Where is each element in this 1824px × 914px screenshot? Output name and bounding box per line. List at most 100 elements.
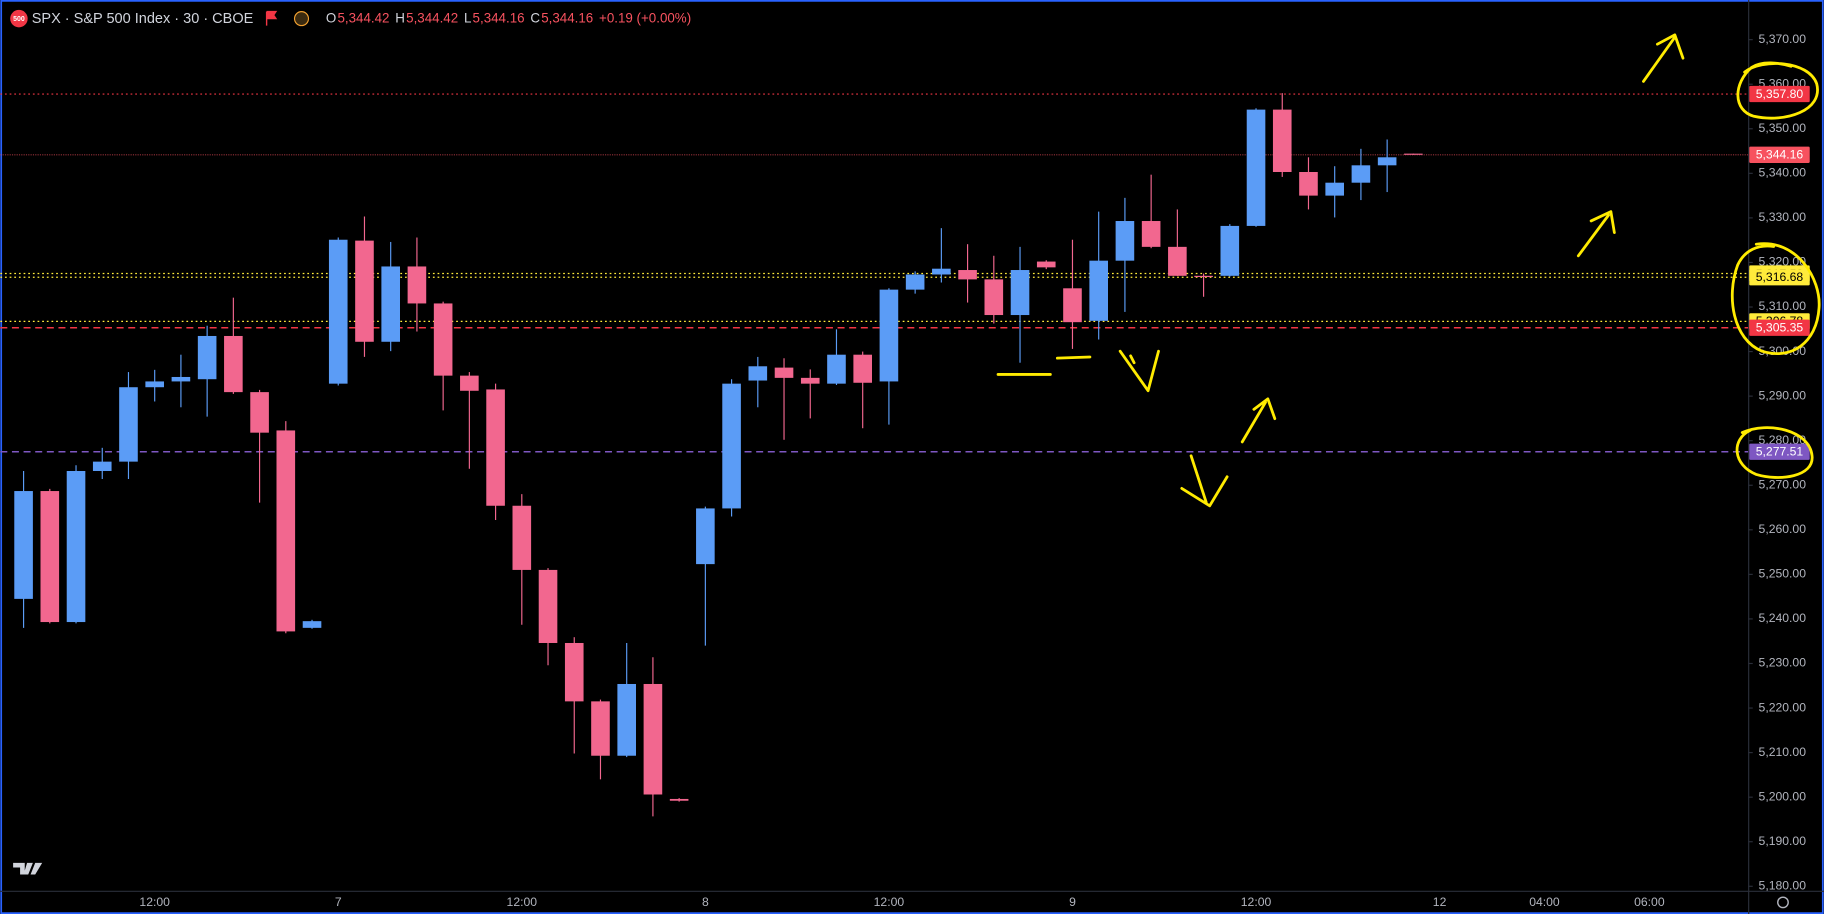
candle-body — [591, 701, 610, 756]
annotations — [996, 33, 1821, 508]
candle-body — [171, 376, 191, 382]
candle-body — [328, 239, 348, 384]
symbol-title[interactable]: SPX · S&P 500 Index · 30 · CBOE — [32, 11, 254, 27]
price-label: 5,277.51 — [1756, 445, 1804, 459]
y-tick-label: 5,220.00 — [1759, 700, 1807, 714]
candle-body — [617, 683, 636, 756]
candle-body — [1272, 109, 1292, 172]
candle-body — [1036, 261, 1056, 268]
ohlc-key: O — [326, 11, 336, 26]
y-tick-label: 5,200.00 — [1759, 789, 1807, 803]
candle-body — [1220, 225, 1240, 276]
price-label-bg — [1749, 85, 1810, 103]
y-tick-label: 5,230.00 — [1759, 656, 1807, 670]
market-status-icon[interactable] — [293, 11, 310, 27]
tradingview-logo[interactable] — [13, 862, 43, 875]
candle-body — [433, 303, 453, 376]
candle-body — [1246, 109, 1266, 226]
candle-body — [355, 240, 374, 342]
candle-body — [827, 354, 846, 384]
price-label-bg — [1749, 443, 1810, 460]
x-tick-label: 9 — [1069, 895, 1076, 909]
x-tick-label: 12:00 — [1241, 895, 1272, 909]
candle-body — [643, 683, 663, 795]
candle-body — [1377, 157, 1397, 166]
candle-body — [1010, 270, 1030, 316]
candle-body — [1089, 260, 1108, 321]
candle-body — [14, 491, 33, 599]
candle-body — [669, 798, 689, 801]
price-label-bg — [1749, 146, 1810, 163]
candle-body — [1168, 246, 1187, 276]
candle-body — [853, 354, 872, 383]
candle-body — [40, 491, 60, 623]
x-tick-label: 06:00 — [1634, 895, 1665, 909]
candle-body — [407, 266, 427, 304]
candle-body — [1351, 165, 1371, 183]
arrow-annotation — [1118, 349, 1160, 393]
candle-body — [800, 377, 820, 384]
candle-body — [1325, 182, 1344, 196]
flag-icon[interactable] — [265, 10, 278, 26]
y-tick-label: 5,340.00 — [1759, 166, 1807, 180]
candle-body — [1115, 221, 1135, 261]
candle-body — [1404, 153, 1423, 155]
candle-body — [276, 430, 296, 632]
candle-body — [92, 461, 112, 471]
price-label-bg — [1749, 269, 1810, 286]
line-annotation — [996, 355, 1092, 376]
settings-icon[interactable] — [1777, 896, 1789, 909]
y-tick-label: 5,350.00 — [1759, 121, 1807, 135]
candle-body — [460, 375, 479, 391]
y-tick-label: 5,190.00 — [1759, 834, 1807, 848]
y-tick-label: 5,330.00 — [1759, 210, 1807, 224]
candle-body — [696, 508, 715, 565]
price-label-bg — [1749, 319, 1810, 336]
candle-body — [1299, 171, 1318, 196]
candle-body — [748, 366, 768, 381]
ohlc-value: 5,344.16 — [541, 11, 593, 26]
x-tick-label: 12 — [1433, 895, 1447, 909]
y-tick-label: 5,290.00 — [1759, 388, 1807, 402]
circle-annotation — [1730, 242, 1821, 356]
candle-body — [774, 367, 794, 378]
x-tick-label: 8 — [702, 895, 709, 909]
candle-body — [1194, 275, 1213, 277]
candle-body — [486, 389, 505, 506]
y-tick-label: 5,180.00 — [1759, 879, 1807, 893]
y-tick-label: 5,250.00 — [1759, 567, 1807, 581]
candle-body — [302, 621, 322, 628]
candle-body — [197, 335, 217, 380]
candle-body — [564, 642, 584, 702]
y-tick-label: 5,370.00 — [1759, 32, 1807, 46]
candle-body — [66, 470, 86, 623]
change: +0.19 (+0.00%) — [599, 11, 691, 26]
ohlc-legend: O 5,344.42 H 5,344.42 L 5,344.16 C 5,344.16 +0.1… — [326, 11, 691, 26]
candle-body — [1141, 221, 1161, 247]
candle-body — [381, 266, 400, 342]
ohlc-key: H — [395, 11, 405, 26]
y-tick-label: 5,260.00 — [1759, 522, 1807, 536]
ohlc-value: 5,344.42 — [337, 11, 389, 26]
price-label: 5,344.16 — [1756, 148, 1804, 162]
arrow-annotation — [1240, 397, 1277, 444]
x-tick-label: 12:00 — [507, 895, 538, 909]
ohlc-key: L — [464, 11, 471, 26]
ohlc-value: 5,344.16 — [473, 11, 525, 26]
circle-annotation — [1736, 61, 1819, 120]
y-tick-label: 5,310.00 — [1759, 299, 1807, 313]
arrow-annotation — [1576, 210, 1616, 258]
candle-body — [1063, 288, 1082, 323]
arrow-annotation — [1642, 33, 1685, 83]
candle-body — [984, 279, 1004, 316]
candle-body — [145, 381, 164, 388]
symbol-badge[interactable] — [10, 9, 28, 28]
y-tick-label: 5,280.00 — [1759, 433, 1807, 447]
badge-text: 500 — [13, 16, 25, 23]
candle-body — [250, 392, 269, 433]
y-tick-label: 5,210.00 — [1759, 745, 1807, 759]
candle-body — [958, 270, 977, 280]
